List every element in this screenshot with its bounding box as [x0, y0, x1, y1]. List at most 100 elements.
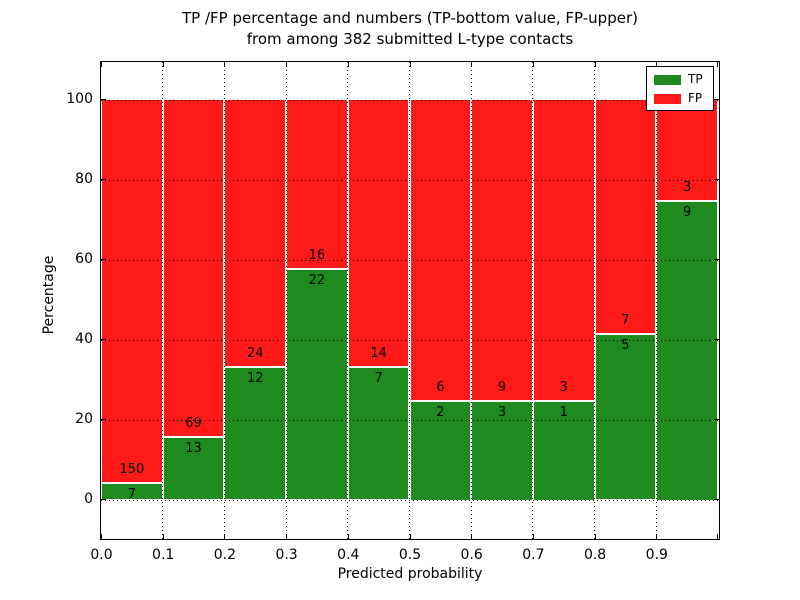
chart-title-line1: TP /FP percentage and numbers (TP-bottom… [182, 9, 638, 27]
x-tick-mark-top [532, 62, 534, 67]
x-tick-mark-bottom [101, 534, 102, 539]
plot-canvas: 150 7 69 13 24 12 16 22 14 7 6 2 9 3 3 1 7 5 3 9 [101, 62, 719, 539]
y-tick-mark-right [714, 419, 719, 420]
bar-column-0.7-0.8 [532, 62, 595, 538]
tp-count-label: 7 [374, 371, 383, 387]
tp-count-label: 2 [436, 404, 445, 420]
fp-count-label: 7 [621, 312, 630, 328]
x-tick-label: 0.1 [152, 547, 175, 563]
bar-column-0.6-0.7 [471, 62, 533, 538]
tp-count-label: 5 [621, 337, 630, 353]
legend-label-fp: FP [688, 91, 703, 105]
y-tick-mark-left [101, 179, 106, 180]
gridline-horizontal [101, 339, 719, 341]
fp-count-label: 24 [246, 346, 264, 362]
tp-color-swatch [654, 74, 681, 85]
gridline-horizontal [101, 259, 719, 261]
y-tick-label: 100 [66, 90, 93, 107]
x-tick-mark-bottom [409, 534, 411, 539]
x-tick-mark-bottom [532, 534, 534, 539]
x-tick-label: 0.0 [90, 547, 113, 563]
bar-segment-fp [347, 99, 410, 367]
fp-color-swatch [654, 93, 681, 104]
x-tick-mark-top [409, 62, 411, 67]
x-tick-label: 0.8 [583, 547, 607, 563]
bar-column-0.0-0.1 [101, 62, 163, 538]
y-tick-mark-right [714, 179, 719, 180]
y-tick-mark-right [714, 339, 719, 340]
x-tick-mark-top [286, 62, 288, 67]
bar-segment-fp [532, 99, 595, 400]
fp-count-label: 3 [559, 379, 568, 395]
x-axis-label: Predicted probability [337, 566, 483, 582]
x-tick-mark-top [101, 62, 102, 67]
gridline-vertical [532, 62, 534, 539]
bar-segment-fp [101, 99, 163, 482]
x-tick-mark-top [224, 62, 226, 67]
tp-count-label: 3 [497, 404, 507, 420]
gridline-horizontal [101, 99, 719, 101]
y-tick-label: 0 [84, 490, 93, 507]
bar-segment-fp [162, 99, 225, 437]
chart-title: TP /FP percentage and numbers (TP-bottom… [100, 8, 720, 50]
bar-column-0.8-0.9 [594, 62, 657, 538]
bar-segment-fp [409, 99, 472, 400]
x-tick-mark-top [347, 62, 349, 67]
x-tick-label: 0.5 [398, 547, 422, 563]
legend-entry-tp: TP [654, 73, 706, 86]
x-tick-mark-bottom [471, 534, 473, 539]
tp-count-label: 13 [185, 441, 202, 457]
tp-count-label: 22 [308, 272, 326, 288]
x-tick-mark-bottom [594, 534, 596, 539]
y-tick-mark-right [714, 499, 719, 500]
bar-segment-tp [656, 199, 718, 500]
bar-column-0.5-0.6 [409, 62, 472, 538]
gridline-vertical [655, 62, 657, 539]
legend-label-tp: TP [688, 72, 703, 86]
x-tick-mark-bottom [717, 534, 718, 539]
y-tick-mark-left [101, 419, 106, 420]
bar-segment-fp [594, 99, 657, 333]
y-tick-mark-left [101, 339, 106, 340]
fp-count-label: 69 [185, 416, 202, 432]
chart-title-line2: from among 382 submitted L-type contacts [246, 30, 574, 48]
gridline-vertical [409, 62, 410, 539]
plot-area: 150 7 69 13 24 12 16 22 14 7 6 2 9 3 3 1 7 5 3 9 [100, 61, 720, 540]
x-tick-label: 0.6 [460, 547, 483, 563]
x-tick-label: 0.4 [337, 547, 360, 563]
legend: TP FP [646, 66, 714, 111]
x-tick-mark-bottom [162, 534, 164, 539]
bar-segment-fp [471, 99, 533, 400]
bar-segment-fp [286, 99, 348, 268]
bar-column-0.3-0.4 [286, 62, 348, 538]
x-tick-label: 0.2 [213, 547, 237, 563]
x-tick-mark-top [162, 62, 164, 67]
y-tick-mark-left [101, 259, 106, 260]
x-tick-mark-top [471, 62, 473, 67]
fp-count-label: 9 [497, 379, 507, 395]
gridline-horizontal [101, 179, 719, 181]
bar-segment-tp [286, 267, 348, 500]
x-tick-mark-bottom [347, 534, 349, 539]
x-tick-mark-bottom [224, 534, 226, 539]
y-tick-label: 20 [75, 410, 93, 427]
gridline-vertical [285, 62, 287, 539]
bar-column-0.9-1.0 [656, 62, 718, 538]
bar-segment-tp [224, 366, 287, 500]
fp-count-label: 14 [370, 346, 387, 362]
y-tick-label: 60 [75, 250, 93, 267]
y-tick-mark-left [101, 99, 106, 100]
y-tick-mark-right [714, 99, 719, 100]
y-tick-mark-right [714, 259, 719, 260]
legend-entry-fp: FP [654, 92, 706, 105]
tp-count-label: 12 [246, 371, 264, 387]
bar-column-0.4-0.5 [347, 62, 410, 538]
gridline-horizontal [101, 419, 719, 421]
x-tick-mark-top [656, 62, 658, 67]
x-tick-mark-bottom [656, 534, 658, 539]
bar-column-0.1-0.2 [162, 62, 225, 538]
gridline-vertical [347, 62, 349, 539]
gridline-vertical [470, 62, 472, 539]
bar-segment-fp [656, 99, 718, 200]
